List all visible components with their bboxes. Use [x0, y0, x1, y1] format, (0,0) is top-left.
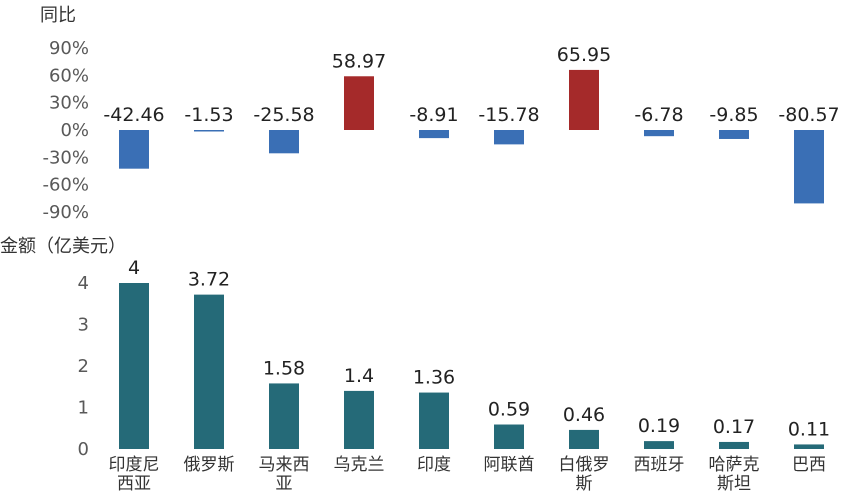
category-label: 西亚 — [117, 474, 151, 493]
top-data-label: -6.78 — [634, 104, 683, 126]
top-bar — [719, 130, 749, 139]
bottom-panel: 金额（亿美元） 4 3 2 1 0 4 3.72 1.58 1.4 1.36 0.59 0.46 0.… — [0, 236, 830, 493]
category-label: 白俄罗 — [559, 455, 610, 475]
bottom-bar — [119, 283, 149, 449]
top-bar — [494, 130, 524, 145]
bottom-data-labels: 4 3.72 1.58 1.4 1.36 0.59 0.46 0.19 0.17 0.11 — [128, 257, 830, 440]
bottom-bar — [644, 441, 674, 449]
top-data-label: 58.97 — [332, 50, 386, 72]
top-y-tick-label: 30% — [49, 93, 89, 114]
bottom-data-label: 0.59 — [488, 399, 530, 421]
top-y-tick-label: -90% — [42, 202, 89, 223]
category-label: 斯 — [576, 474, 593, 493]
top-y-tick-label: 90% — [49, 38, 89, 59]
category-label: 巴西 — [792, 455, 826, 475]
bottom-bar — [269, 383, 299, 449]
category-label: 哈萨克 — [709, 455, 760, 475]
bottom-data-label: 1.36 — [413, 367, 455, 389]
bottom-data-label: 4 — [128, 257, 140, 279]
category-label: 俄罗斯 — [184, 455, 235, 475]
bottom-y-tick-label: 0 — [78, 439, 89, 460]
bottom-y-tick-label: 4 — [78, 273, 89, 294]
bottom-bar — [719, 441, 749, 449]
top-data-label: 65.95 — [557, 44, 611, 66]
top-data-label: -1.53 — [184, 104, 233, 126]
top-bars — [119, 69, 824, 204]
category-label: 亚 — [276, 474, 293, 493]
bottom-bars — [119, 283, 824, 449]
bottom-data-label: 0.17 — [713, 416, 755, 438]
top-data-label: -9.85 — [709, 104, 758, 126]
top-ylabel: 同比 — [40, 5, 76, 26]
top-bar — [569, 69, 599, 130]
top-data-label: -25.58 — [253, 104, 314, 126]
top-bar — [419, 130, 449, 139]
top-data-label: -8.91 — [409, 104, 458, 126]
top-data-labels: -42.46 -1.53 -25.58 58.97 -8.91 -15.78 65.95 -6… — [103, 44, 839, 126]
bottom-bar — [794, 444, 824, 449]
bottom-data-label: 1.4 — [344, 365, 374, 387]
bottom-bar — [344, 390, 374, 449]
category-label: 印度 — [417, 455, 451, 475]
bottom-y-ticks: 4 3 2 1 0 — [78, 273, 89, 460]
bottom-y-tick-label: 2 — [78, 356, 89, 377]
bottom-bar — [419, 392, 449, 449]
bottom-bar — [194, 294, 224, 449]
bottom-bar — [569, 429, 599, 449]
top-bar — [344, 76, 374, 130]
bottom-bar — [494, 424, 524, 449]
bottom-data-label: 0.11 — [788, 418, 830, 440]
bottom-data-label: 0.19 — [638, 415, 680, 437]
top-bar — [194, 130, 224, 132]
category-label: 斯坦 — [717, 474, 751, 493]
top-data-label: -80.57 — [778, 104, 839, 126]
top-y-ticks: 90% 60% 30% 0% -30% -60% -90% — [42, 38, 89, 223]
category-label: 乌克兰 — [334, 455, 385, 475]
top-bar — [794, 130, 824, 204]
bottom-data-label: 1.58 — [263, 357, 305, 379]
bottom-y-tick-label: 3 — [78, 315, 89, 336]
top-bar — [644, 130, 674, 137]
top-panel: 同比 90% 60% 30% 0% -30% -60% -90% -42.46 -1.53 -2… — [40, 5, 840, 223]
top-y-tick-label: 60% — [49, 65, 89, 86]
top-bar — [269, 130, 299, 154]
bottom-data-label: 0.46 — [563, 404, 605, 426]
category-label: 印度尼 — [109, 455, 160, 475]
category-label: 西班牙 — [634, 455, 685, 475]
bottom-data-label: 3.72 — [188, 269, 230, 291]
top-data-label: -42.46 — [103, 104, 164, 126]
top-y-tick-label: -30% — [42, 147, 89, 168]
category-label: 马来西 — [259, 455, 310, 475]
top-y-tick-label: -60% — [42, 175, 89, 196]
top-data-label: -15.78 — [478, 104, 539, 126]
top-bar — [119, 130, 149, 169]
category-label: 阿联酋 — [484, 455, 535, 475]
bottom-y-tick-label: 1 — [78, 398, 89, 419]
top-y-tick-label: 0% — [60, 120, 89, 141]
bottom-ylabel: 金额（亿美元） — [0, 236, 126, 257]
